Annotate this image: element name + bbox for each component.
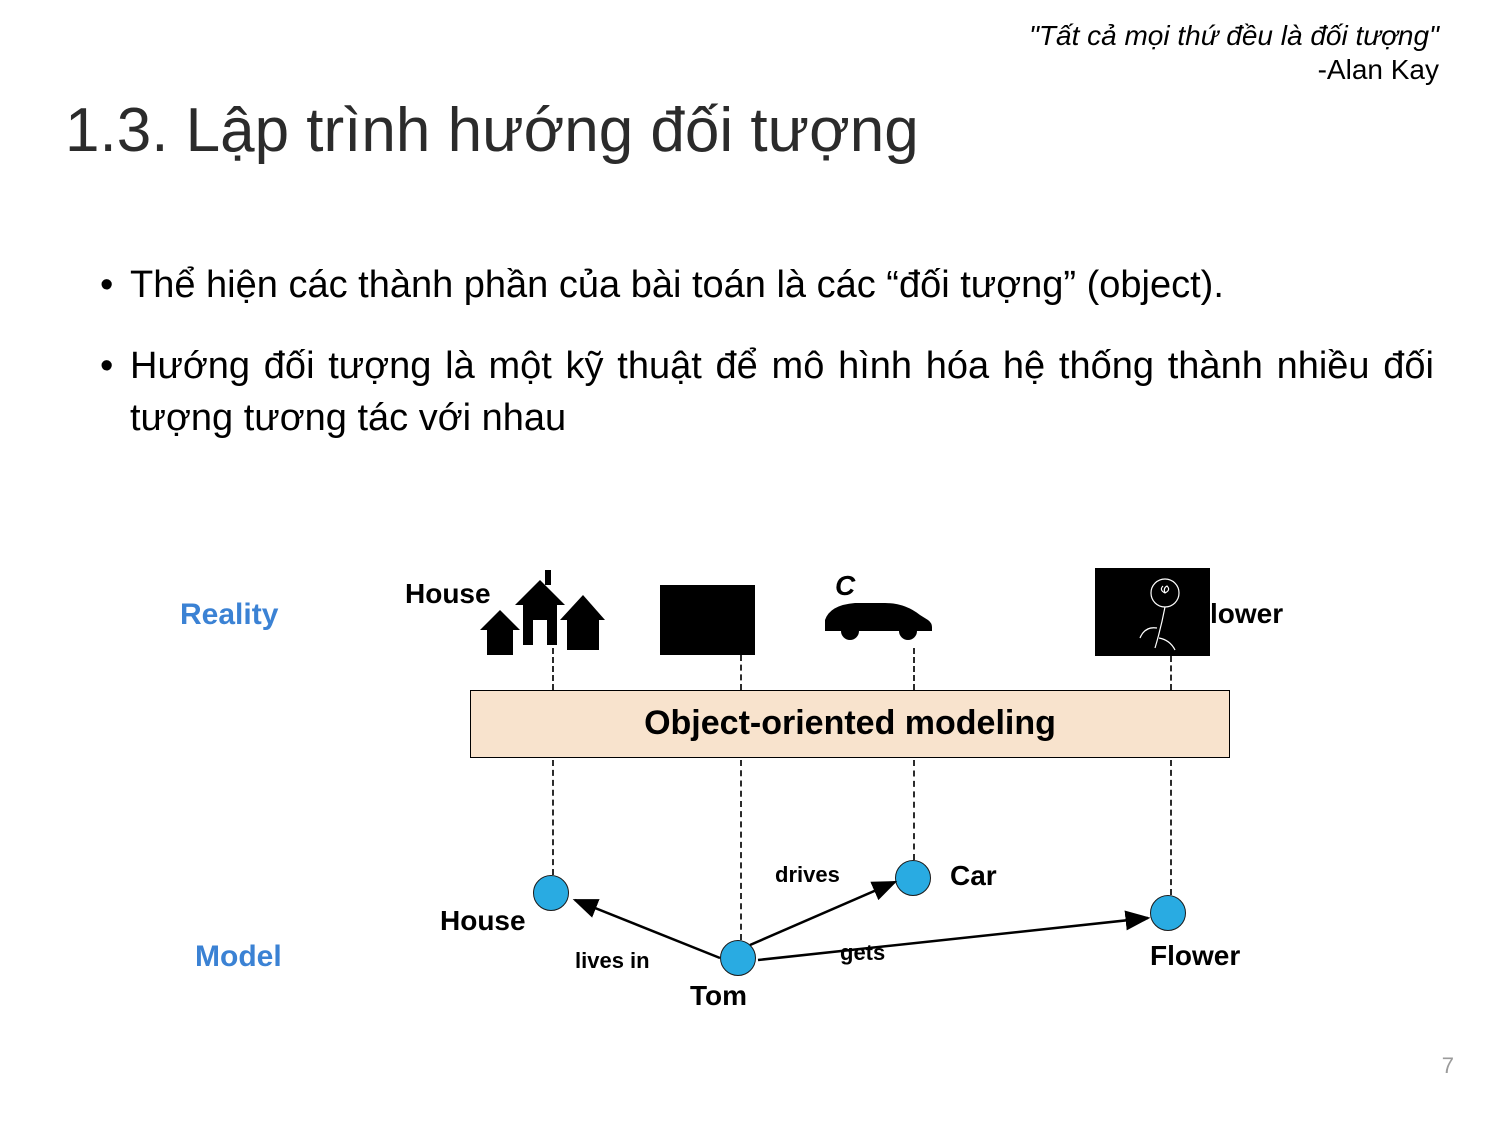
dash-connector: [913, 760, 915, 860]
modeling-box: Object-oriented modeling: [470, 690, 1230, 758]
bullet-item: Thể hiện các thành phần của bài toán là …: [100, 260, 1434, 311]
model-node-tom: [720, 940, 756, 976]
reality-house: House: [475, 560, 605, 660]
quote-text: "Tất cả mọi thứ đều là đối tượng": [1029, 20, 1439, 52]
quote-block: "Tất cả mọi thứ đều là đối tượng" -Alan …: [1029, 20, 1439, 86]
model-car-label: Car: [950, 860, 997, 892]
reality-tom: Tom: [660, 585, 755, 660]
model-node-car: [895, 860, 931, 896]
dash-connector: [1170, 760, 1172, 895]
reality-house-label: House: [405, 578, 491, 610]
bullet-list: Thể hiện các thành phần của bài toán là …: [100, 260, 1434, 474]
reality-row-label: Reality: [180, 598, 278, 632]
flower-icon: [1095, 568, 1210, 656]
reality-flower-label: lower: [1210, 598, 1283, 630]
dash-connector: [740, 760, 742, 940]
page-number: 7: [1442, 1053, 1454, 1079]
reality-car-label-partial: Car: [835, 570, 882, 602]
quote-author: -Alan Kay: [1029, 54, 1439, 86]
dash-connector: [1170, 656, 1172, 690]
model-node-flower: [1150, 895, 1186, 931]
model-flower-label: Flower: [1150, 940, 1240, 972]
dash-connector: [552, 760, 554, 875]
model-node-house: [533, 875, 569, 911]
model-row-label: Model: [195, 940, 282, 974]
bullet-item: Hướng đối tượng là một kỹ thuật để mô hì…: [100, 341, 1434, 444]
page-title: 1.3. Lập trình hướng đối tượng: [65, 95, 919, 166]
reality-tom-label: Tom: [665, 588, 722, 620]
dash-connector: [913, 648, 915, 690]
model-tom-label: Tom: [690, 980, 747, 1012]
model-house-label: House: [440, 905, 526, 937]
reality-car: Car: [810, 575, 940, 650]
reality-flower: lower: [1095, 568, 1210, 661]
house-icon: [475, 560, 605, 655]
edge-label-drives: drives: [775, 862, 840, 888]
dash-connector: [740, 655, 742, 690]
oop-diagram: Reality Model House Tom Car lower Object…: [0, 560, 1499, 1080]
edge-label-lives-in: lives in: [575, 948, 650, 974]
edge-label-gets: gets: [840, 940, 885, 966]
dash-connector: [552, 648, 554, 690]
